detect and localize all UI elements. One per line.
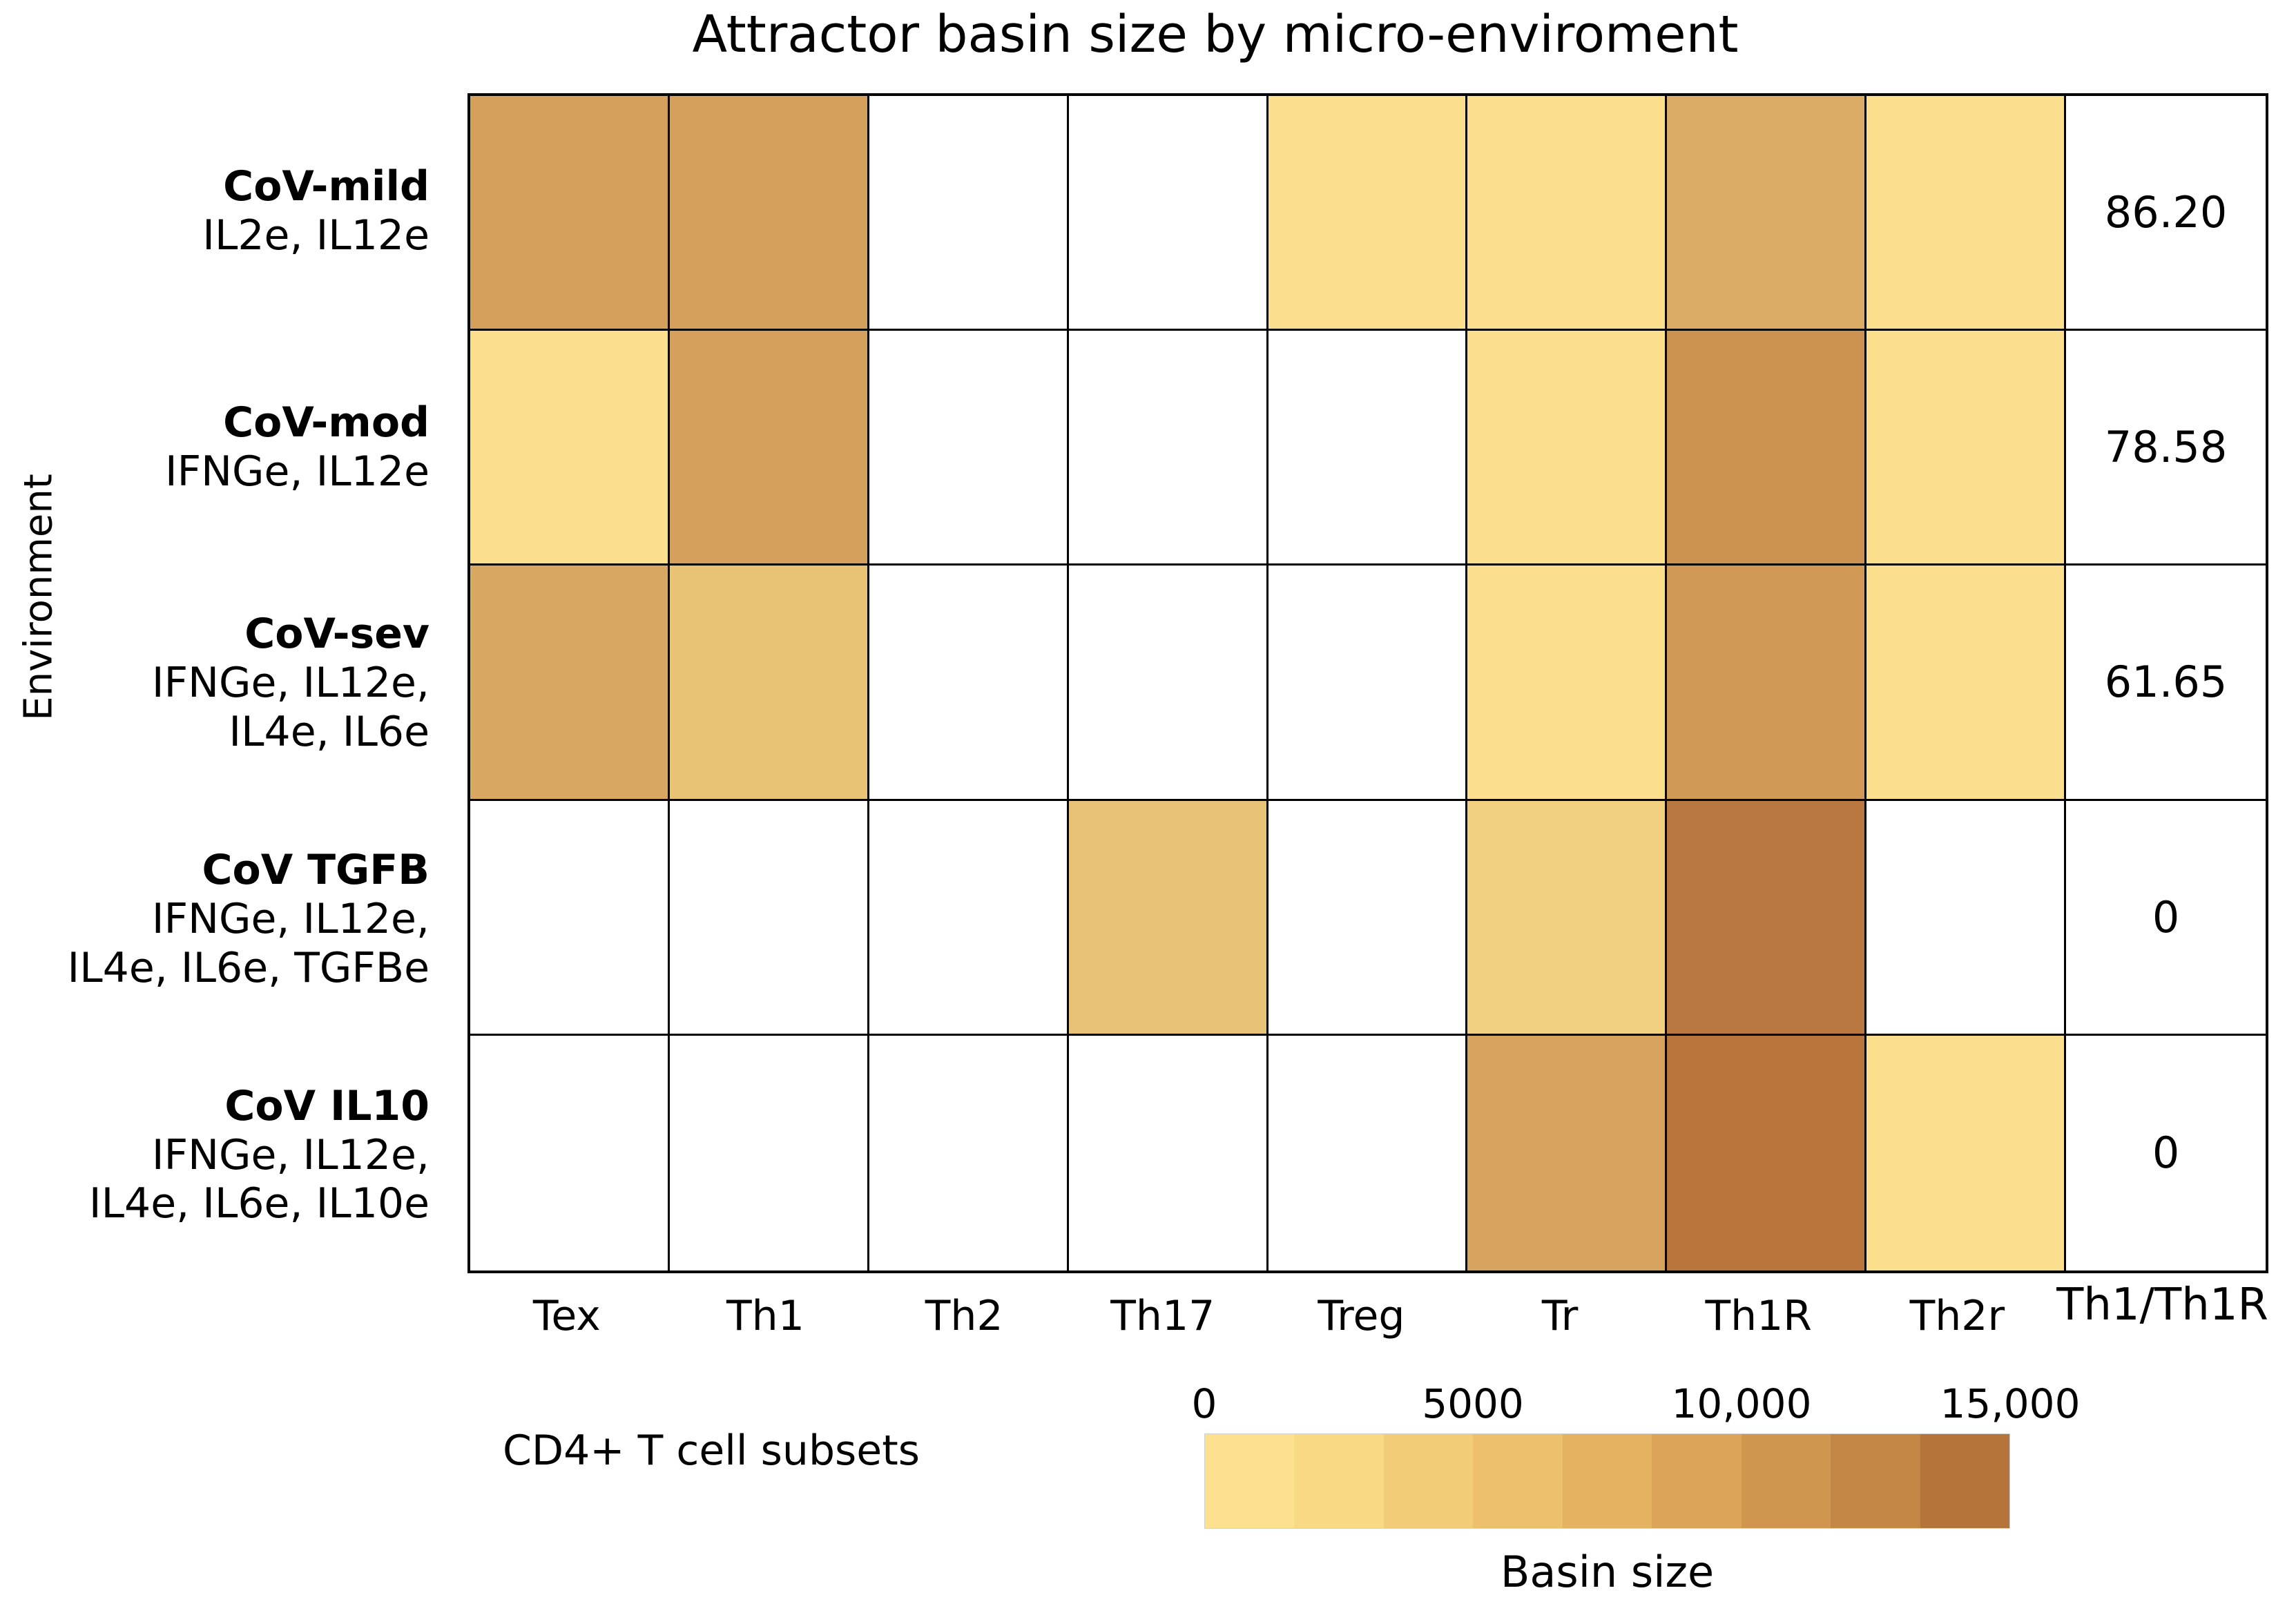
colorbar-tick-0: 0: [1191, 1380, 1217, 1427]
colorbar: [1204, 1433, 2010, 1529]
row-label-cov-il10: CoV IL10 IFNGe, IL12e, IL4e, IL6e, IL10e: [0, 1037, 447, 1273]
cell-cov-mild-th1r: [1667, 96, 1867, 331]
cell-cov-sev-th17: [1068, 566, 1268, 801]
row-label-cov-mild: CoV-mild IL2e, IL12e: [0, 93, 447, 329]
cell-cov-il10-treg: [1268, 1035, 1468, 1270]
cell-cov-tgfb-th1-th1r: 0: [2066, 800, 2266, 1036]
environment-cytokines: IFNGe, IL12e,: [151, 659, 430, 708]
environment-cytokines: IFNGe, IL12e: [164, 447, 430, 496]
cell-cov-mod-th2r: [1866, 331, 2067, 566]
cell-cov-sev-th2r: [1866, 566, 2067, 801]
cell-cov-sev-th2: [869, 566, 1069, 801]
cell-cov-mod-th2: [869, 331, 1069, 566]
cell-cov-mild-th17: [1068, 96, 1268, 331]
cell-cov-mod-tr: [1467, 331, 1668, 566]
cell-cov-mild-th1: [669, 96, 869, 331]
colorbar-segment-6: [1652, 1434, 1742, 1528]
cell-cov-sev-th1: [669, 566, 869, 801]
chart-title: Attractor basin size by micro-enviroment: [692, 5, 1739, 64]
x-tick-th17: Th17: [1110, 1292, 1215, 1340]
cell-cov-tgfb-tex: [470, 800, 670, 1036]
cell-cov-tgfb-treg: [1268, 800, 1468, 1036]
cell-cov-mild-th1-th1r: 86.20: [2066, 96, 2266, 331]
environment-cytokines: IL2e, IL12e: [202, 211, 430, 260]
cell-cov-il10-th1-th1r: 0: [2066, 1035, 2266, 1270]
colorbar-segment-1: [1205, 1434, 1295, 1528]
x-tick-th1: Th1: [726, 1292, 804, 1340]
heatmap-grid: 86.20 78.58 61.65 0 0: [467, 93, 2268, 1273]
environment-cytokines: IL4e, IL6e, TGFBe: [67, 943, 430, 992]
colorbar-tick-10-000: 10,000: [1671, 1380, 1812, 1427]
colorbar-tick-15-000: 15,000: [1940, 1380, 2081, 1427]
cell-cov-tgfb-th2: [869, 800, 1069, 1036]
x-tick-th2r: Th2r: [1909, 1292, 2005, 1340]
cell-cov-sev-tex: [470, 566, 670, 801]
x-tick-th2: Th2: [925, 1292, 1003, 1340]
cell-cov-il10-th1: [669, 1035, 869, 1270]
cell-cov-il10-tr: [1467, 1035, 1668, 1270]
colorbar-segment-7: [1741, 1434, 1831, 1528]
cell-cov-tgfb-tr: [1467, 800, 1668, 1036]
cell-cov-mild-treg: [1268, 96, 1468, 331]
cell-cov-il10-th1r: [1667, 1035, 1867, 1270]
x-tick-th1r: Th1R: [1705, 1292, 1812, 1340]
cell-cov-sev-tr: [1467, 566, 1668, 801]
cell-cov-mod-th17: [1068, 331, 1268, 566]
colorbar-tick-5000: 5000: [1422, 1380, 1524, 1427]
cell-cov-mod-treg: [1268, 331, 1468, 566]
cell-cov-sev-treg: [1268, 566, 1468, 801]
x-tick-labels: Tex Th1 Th2 Th17 Treg Tr Th1R Th2r Th1/Th1R: [467, 1283, 2268, 1340]
cell-cov-tgfb-th1: [669, 800, 869, 1036]
x-tick-tex: Tex: [532, 1292, 601, 1340]
cell-cov-mild-tex: [470, 96, 670, 331]
row-label-cov-mod: CoV-mod IFNGe, IL12e: [0, 329, 447, 566]
colorbar-label: Basin size: [1500, 1547, 1715, 1597]
cell-cov-tgfb-th2r: [1866, 800, 2067, 1036]
colorbar-segment-3: [1383, 1434, 1474, 1528]
environment-name: CoV IL10: [224, 1081, 430, 1130]
row-label-cov-tgfb: CoV TGFB IFNGe, IL12e, IL4e, IL6e, TGFBe: [0, 801, 447, 1037]
environment-name: CoV-mod: [223, 398, 430, 447]
x-axis-label: CD4+ T cell subsets: [503, 1427, 920, 1475]
row-label-cov-sev: CoV-sev IFNGe, IL12e, IL4e, IL6e: [0, 566, 447, 802]
cell-cov-mod-tex: [470, 331, 670, 566]
cell-cov-il10-th17: [1068, 1035, 1268, 1270]
environment-cytokines: IL4e, IL6e: [229, 707, 430, 756]
cell-cov-mod-th1: [669, 331, 869, 566]
colorbar-segment-8: [1831, 1434, 1920, 1528]
environment-cytokines: IFNGe, IL12e,: [151, 1130, 430, 1179]
cell-cov-mod-th1r: [1667, 331, 1867, 566]
environment-cytokines: IL4e, IL6e, IL10e: [88, 1179, 430, 1228]
cell-cov-il10-tex: [470, 1035, 670, 1270]
cell-cov-mod-th1-th1r: 78.58: [2066, 331, 2266, 566]
environment-cytokines: IFNGe, IL12e,: [151, 894, 430, 943]
environment-name: CoV-mild: [223, 162, 430, 211]
colorbar-segment-9: [1920, 1434, 2009, 1528]
x-tick-th1-th1r: Th1/Th1R: [2056, 1279, 2268, 1331]
cell-cov-tgfb-th17: [1068, 800, 1268, 1036]
cell-cov-il10-th2: [869, 1035, 1069, 1270]
y-tick-labels: CoV-mild IL2e, IL12e CoV-mod IFNGe, IL12e Co…: [0, 93, 447, 1273]
cell-cov-sev-th1r: [1667, 566, 1867, 801]
colorbar-segment-2: [1294, 1434, 1384, 1528]
cell-cov-mild-tr: [1467, 96, 1668, 331]
colorbar-segment-5: [1562, 1434, 1652, 1528]
cell-cov-il10-th2r: [1866, 1035, 2067, 1270]
x-tick-tr: Tr: [1541, 1292, 1579, 1340]
colorbar-segment-4: [1473, 1434, 1563, 1528]
cell-cov-sev-th1-th1r: 61.65: [2066, 566, 2266, 801]
cell-cov-tgfb-th1r: [1667, 800, 1867, 1036]
cell-cov-mild-th2: [869, 96, 1069, 331]
cell-cov-mild-th2r: [1866, 96, 2067, 331]
environment-name: CoV TGFB: [202, 846, 430, 895]
x-tick-treg: Treg: [1318, 1292, 1405, 1340]
environment-name: CoV-sev: [244, 610, 430, 659]
